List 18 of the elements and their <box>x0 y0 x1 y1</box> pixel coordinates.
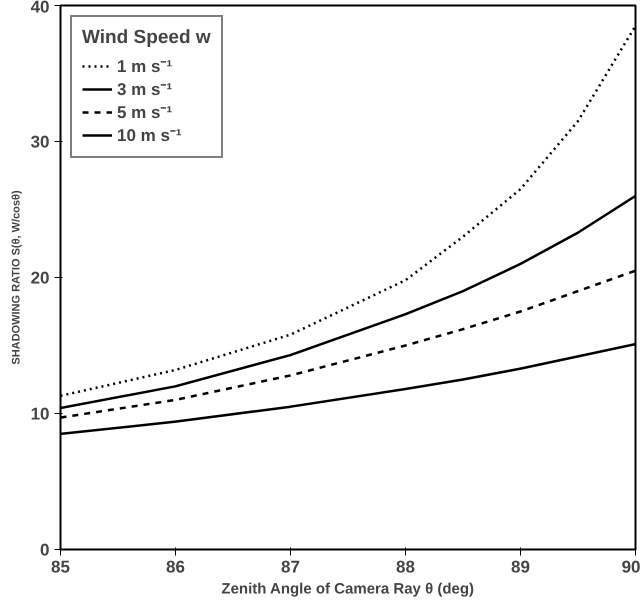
x-tick-label: 88 <box>396 558 415 576</box>
y-axis-title: SHADOWING RATIO S(θ, W/cosθ) <box>10 190 23 365</box>
x-axis-title: Zenith Angle of Camera Ray θ (deg) <box>221 580 474 598</box>
legend-label: 10 m s⁻¹ <box>117 125 182 146</box>
legend-label: 3 m s⁻¹ <box>117 79 172 100</box>
legend-label: 5 m s⁻¹ <box>117 102 172 123</box>
y-tick-label: 10 <box>30 404 50 424</box>
x-tick-label: 90 <box>622 558 641 576</box>
x-tick-label: 87 <box>281 558 300 576</box>
y-tick-label: 40 <box>30 0 50 16</box>
y-tick-label: 20 <box>30 268 50 288</box>
x-tick-label: 86 <box>166 558 185 576</box>
x-tick-label: 85 <box>51 558 70 576</box>
y-tick-label: 0 <box>40 540 50 560</box>
legend-label: 1 m s⁻¹ <box>117 56 172 77</box>
x-tick-label: 89 <box>511 558 530 576</box>
y-tick-label: 30 <box>30 132 50 152</box>
legend-title: Wind Speed w <box>82 27 211 49</box>
